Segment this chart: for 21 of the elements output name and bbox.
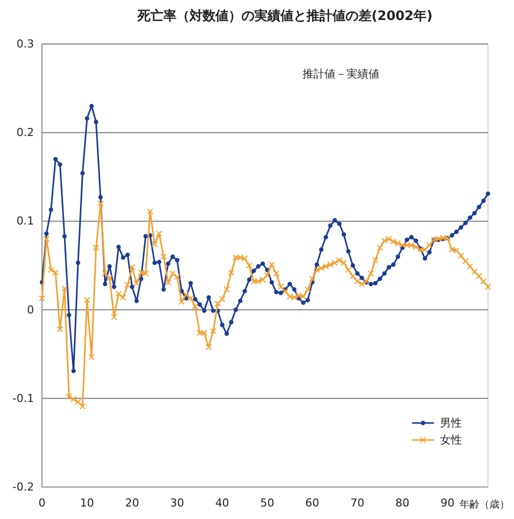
x-tick-label: 80 xyxy=(395,496,410,510)
y-tick-label: -0.2 xyxy=(12,480,34,494)
chart-title: 死亡率（対数値）の実績値と推計値の差(2002年) xyxy=(136,8,433,24)
legend-label: 女性 xyxy=(440,434,462,446)
x-tick-label: 90 xyxy=(440,496,454,510)
x-tick-label: 0 xyxy=(38,496,46,510)
y-tick-label: 0.2 xyxy=(16,126,34,140)
y-tick-label: 0.1 xyxy=(16,214,34,228)
y-tick-label: 0 xyxy=(27,303,34,316)
x-tick-label: 60 xyxy=(305,496,320,510)
x-tick-label: 50 xyxy=(260,496,274,510)
x-tick-label: 70 xyxy=(350,496,364,510)
legend-label: 男性 xyxy=(440,416,462,430)
x-tick-label: 20 xyxy=(125,496,140,510)
y-tick-label: 0.3 xyxy=(16,38,34,50)
x-axis-title: 年齢（歳） xyxy=(459,498,510,510)
annotation: 推計値－実績値 xyxy=(302,68,380,80)
x-tick-label: 30 xyxy=(170,496,184,510)
x-tick-label: 10 xyxy=(80,496,94,510)
y-tick-label: -0.1 xyxy=(12,392,34,405)
x-tick-label: 40 xyxy=(215,496,230,510)
